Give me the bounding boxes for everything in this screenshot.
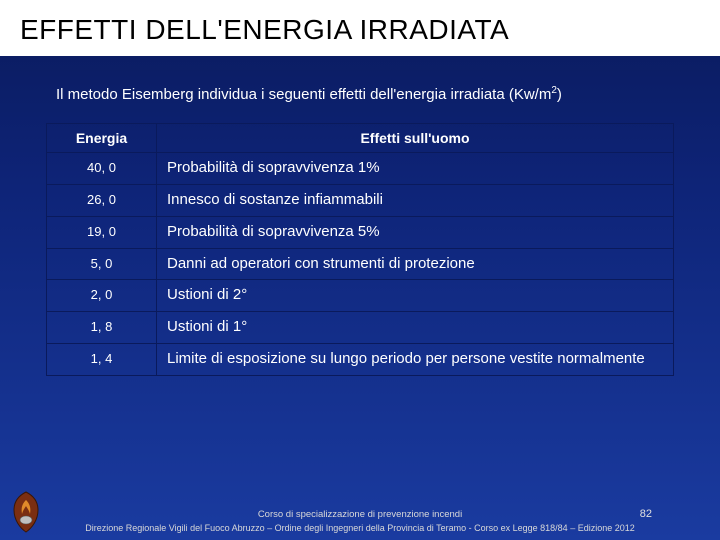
cell-energia: 40, 0 (47, 153, 157, 185)
cell-energia: 1, 4 (47, 343, 157, 375)
table-row: 1, 4 Limite di esposizione su lungo peri… (47, 343, 674, 375)
cell-effetti: Probabilità di sopravvivenza 1% (157, 153, 674, 185)
col-header-effetti: Effetti sull'uomo (157, 124, 674, 153)
table-header-row: Energia Effetti sull'uomo (47, 124, 674, 153)
firefighter-emblem-icon (8, 490, 44, 534)
cell-effetti: Ustioni di 2° (157, 280, 674, 312)
intro-text-pre: Il metodo Eisemberg individua i seguenti… (56, 86, 551, 103)
table-row: 2, 0 Ustioni di 2° (47, 280, 674, 312)
slide-title-text: EFFETTI DELL'ENERGIA IRRADIATA (20, 14, 509, 45)
table-row: 40, 0 Probabilità di sopravvivenza 1% (47, 153, 674, 185)
effects-table: Energia Effetti sull'uomo 40, 0 Probabil… (46, 123, 674, 375)
cell-energia: 26, 0 (47, 185, 157, 217)
footer-line2: Direzione Regionale Vigili del Fuoco Abr… (12, 522, 708, 534)
footer-line1: Corso di specializzazione di prevenzione… (12, 509, 708, 522)
cell-effetti: Limite di esposizione su lungo periodo p… (157, 343, 674, 375)
table-row: 1, 8 Ustioni di 1° (47, 312, 674, 344)
cell-effetti: Innesco di sostanze infiammabili (157, 185, 674, 217)
table-row: 5, 0 Danni ad operatori con strumenti di… (47, 248, 674, 280)
effects-table-wrap: Energia Effetti sull'uomo 40, 0 Probabil… (46, 123, 674, 375)
col-header-energia: Energia (47, 124, 157, 153)
cell-effetti: Probabilità di sopravvivenza 5% (157, 216, 674, 248)
cell-effetti: Ustioni di 1° (157, 312, 674, 344)
intro-paragraph: Il metodo Eisemberg individua i seguenti… (0, 56, 720, 123)
intro-text-post: ) (557, 86, 562, 103)
cell-effetti: Danni ad operatori con strumenti di prot… (157, 248, 674, 280)
cell-energia: 19, 0 (47, 216, 157, 248)
table-row: 26, 0 Innesco di sostanze infiammabili (47, 185, 674, 217)
cell-energia: 1, 8 (47, 312, 157, 344)
footer: Corso di specializzazione di prevenzione… (0, 509, 720, 534)
slide-title: EFFETTI DELL'ENERGIA IRRADIATA (0, 0, 720, 56)
cell-energia: 5, 0 (47, 248, 157, 280)
cell-energia: 2, 0 (47, 280, 157, 312)
table-row: 19, 0 Probabilità di sopravvivenza 5% (47, 216, 674, 248)
